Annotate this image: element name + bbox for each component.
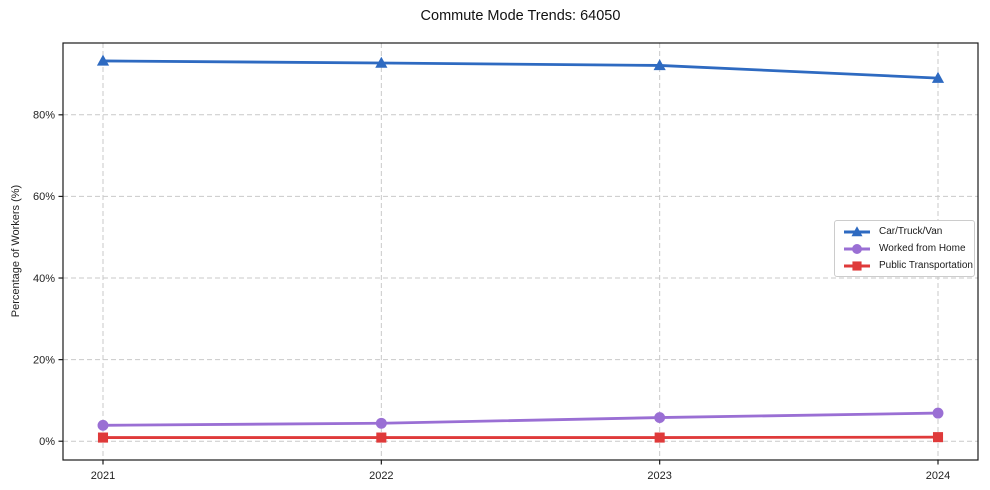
- legend-sample-marker: [852, 260, 862, 271]
- data-point-worked-from-home: [375, 417, 387, 429]
- triangle-marker-icon: [844, 225, 870, 236]
- chart-title: Commute Mode Trends: 64050: [420, 8, 621, 24]
- data-point-worked-from-home: [932, 407, 944, 419]
- legend-sample-marker: [851, 225, 863, 236]
- data-point-car-truck-van: [653, 59, 666, 71]
- legend-entry-car-truck-van: Car/Truck/Van: [842, 223, 970, 240]
- x-tick-label: 2024: [926, 470, 950, 482]
- x-tick-label: 2021: [91, 470, 115, 482]
- y-tick-label: 20%: [33, 354, 55, 366]
- legend-label: Worked from Home: [879, 243, 966, 254]
- series-line-worked-from-home: [101, 411, 940, 427]
- data-point-public-transportation: [932, 432, 944, 443]
- y-tick-label: 80%: [33, 110, 55, 122]
- series-line-car-truck-van: [101, 59, 940, 80]
- y-tick-label: 60%: [33, 191, 55, 203]
- circle-marker-icon: [844, 243, 870, 254]
- data-point-car-truck-van: [375, 56, 388, 68]
- legend-box: Car/Truck/Van Worked from Home Public Tran…: [834, 220, 975, 277]
- data-point-public-transportation: [97, 432, 109, 443]
- legend-label: Public Transportation: [879, 260, 973, 271]
- data-point-car-truck-van: [96, 54, 110, 66]
- legend-label: Car/Truck/Van: [879, 226, 943, 237]
- data-point-public-transportation: [376, 432, 387, 443]
- y-tick-label: 40%: [33, 273, 55, 285]
- legend-sample-marker: [852, 243, 862, 254]
- x-tick-label: 2023: [647, 470, 671, 482]
- plot-frame: [62, 42, 979, 461]
- legend-entry-worked-from-home: Worked from Home: [842, 240, 970, 257]
- square-marker-icon: [844, 260, 870, 271]
- legend-entry-public-transportation: Public Transportation: [842, 257, 973, 274]
- x-tick-label: 2022: [369, 470, 393, 482]
- y-tick-label: 0%: [39, 436, 55, 448]
- data-point-worked-from-home: [654, 412, 666, 424]
- data-point-public-transportation: [654, 432, 665, 443]
- data-point-worked-from-home: [97, 419, 109, 431]
- data-point-car-truck-van: [931, 71, 945, 83]
